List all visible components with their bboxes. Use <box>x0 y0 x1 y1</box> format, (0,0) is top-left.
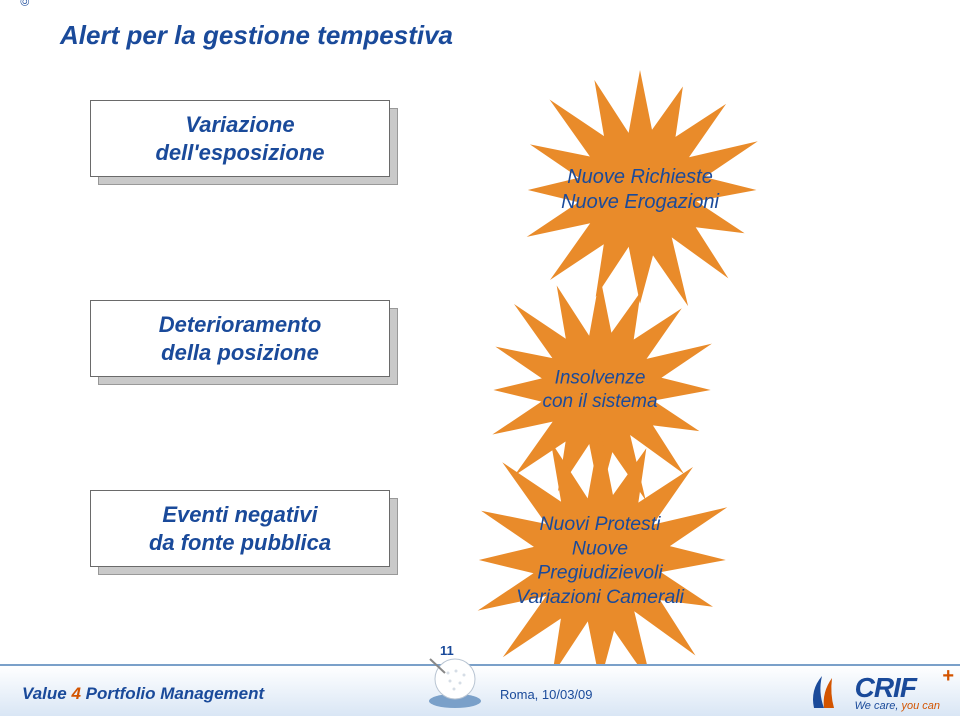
plus-icon: + <box>942 665 954 688</box>
box-text: Eventi negativi da fonte pubblica <box>119 501 361 556</box>
burst-text: Nuove Richieste Nuove Erogazioni <box>540 165 740 215</box>
box-variazione: Variazione dell'esposizione <box>90 100 390 177</box>
box: Variazione dell'esposizione <box>90 100 390 177</box>
box-text: Deterioramento della posizione <box>119 311 361 366</box>
logo: CRIF We care, you can <box>855 672 940 712</box>
box-eventi: Eventi negativi da fonte pubblica <box>90 490 390 567</box>
logo-swoosh-icon <box>808 668 848 714</box>
slide: © 2009 Alert per la gestione tempestiva … <box>0 0 960 716</box>
footer: 11 Value 4 Portfolio Management Roma, 10… <box>0 654 960 716</box>
copyright-vertical: © 2009 <box>18 0 32 6</box>
burst-text: Insolvenze con il sistema <box>505 366 695 414</box>
brand-suffix: Portfolio Management <box>81 684 264 703</box>
brand: Value 4 Portfolio Management <box>22 684 264 704</box>
box-text: Variazione dell'esposizione <box>119 111 361 166</box>
box: Deterioramento della posizione <box>90 300 390 377</box>
logo-tag-you: you can <box>901 700 940 712</box>
slide-title: Alert per la gestione tempestiva <box>60 20 453 51</box>
box-deterioramento: Deterioramento della posizione <box>90 300 390 377</box>
box: Eventi negativi da fonte pubblica <box>90 490 390 567</box>
footer-date: Roma, 10/03/09 <box>500 687 593 702</box>
row-2: Deterioramento della posizione Insolvenz… <box>0 300 960 377</box>
golf-ball-icon <box>420 649 490 714</box>
logo-tag-pre: We care, <box>855 700 902 712</box>
brand-prefix: Value <box>22 684 71 703</box>
row-1: Variazione dell'esposizione Nuove Richie… <box>0 100 960 177</box>
logo-tagline: We care, you can <box>855 700 940 712</box>
brand-num: 4 <box>71 684 80 703</box>
row-3: Eventi negativi da fonte pubblica Nuovi … <box>0 490 960 567</box>
burst-text: Nuovi Protesti Nuove Pregiudizievoli Var… <box>481 511 719 608</box>
